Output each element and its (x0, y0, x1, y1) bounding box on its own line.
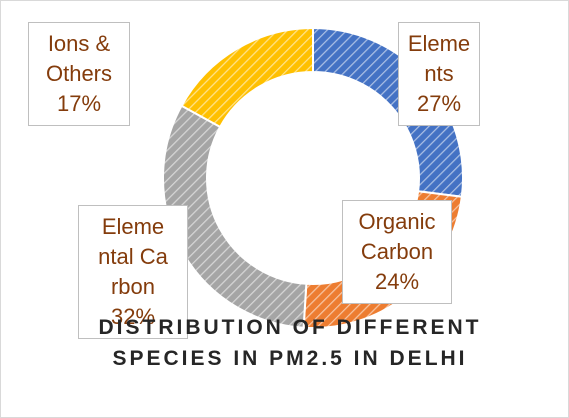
label-category: Organic Carbon (358, 209, 436, 264)
data-label: Elemental Carbon 32% (78, 205, 188, 339)
label-value: 24% (374, 269, 420, 294)
label-category: Ions & Others (45, 31, 113, 86)
label-category: Elemental Carbon (98, 214, 168, 299)
label-category: Elements (407, 31, 471, 86)
donut-segment (162, 104, 308, 329)
chart-title: DISTRIBUTION OF DIFFERENT SPECIES IN PM2… (98, 316, 482, 370)
label-value: 32% (110, 304, 156, 329)
donut-segment (180, 26, 314, 129)
label-value: 27% (416, 91, 462, 116)
label-value: 17% (56, 91, 102, 116)
data-label: Organic Carbon 24% (342, 200, 452, 304)
data-label: Elements 27% (398, 22, 480, 126)
data-label: Ions & Others 17% (28, 22, 130, 126)
